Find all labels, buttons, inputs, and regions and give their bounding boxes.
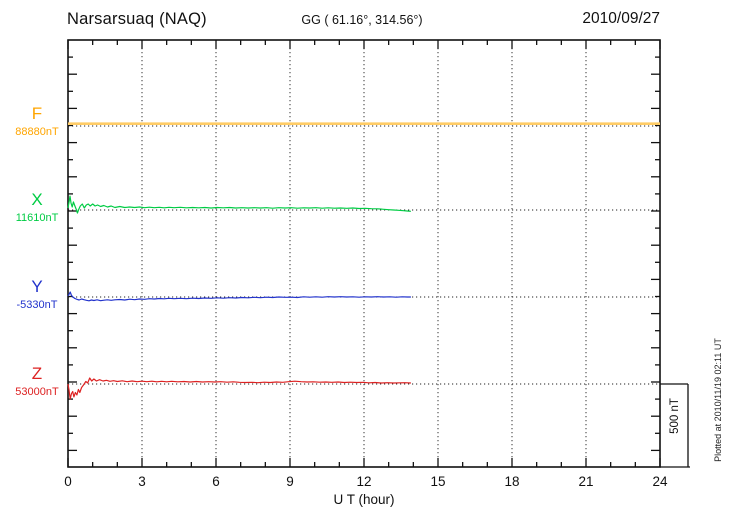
trace-x	[67, 195, 411, 214]
component-baseline-value: 53000nT	[15, 386, 59, 398]
x-axis-title: U T (hour)	[333, 492, 395, 507]
x-axis-tick-label: 6	[212, 474, 220, 489]
x-axis-tick-label: 3	[138, 474, 146, 489]
component-baseline-value: 11610nT	[15, 212, 59, 224]
component-letter: Y	[31, 277, 43, 296]
x-axis-tick-label: 21	[578, 474, 594, 489]
component-label-x: X 11610nT	[6, 191, 68, 225]
component-label-z: Z 53000nT	[6, 365, 68, 399]
component-letter: F	[31, 104, 43, 123]
x-axis-tick-label: 0	[64, 474, 72, 489]
station-title: Narsarsuaq (NAQ)	[67, 10, 207, 28]
x-axis-tick-label: 24	[652, 474, 668, 489]
component-letter: X	[31, 190, 43, 209]
trace-z	[67, 377, 411, 400]
component-baseline-value: 88880nT	[15, 126, 59, 138]
trace-y	[67, 291, 411, 302]
observatory-coordinates: GG ( 61.16°, 314.56°)	[301, 13, 423, 27]
component-label-f: F 88880nT	[6, 105, 68, 139]
x-axis-tick-label: 18	[504, 474, 520, 489]
component-baseline-value: -5330nT	[16, 299, 58, 311]
scale-bar-label: 500 nT	[669, 398, 681, 434]
component-letter: Z	[31, 364, 43, 383]
x-axis-tick-label: 9	[286, 474, 294, 489]
plot-date: 2010/09/27	[582, 10, 660, 27]
component-label-y: Y -5330nT	[6, 278, 68, 312]
plot-timestamp-note: Plotted at 2010/11/19 02:11 UT	[713, 338, 723, 462]
x-axis-tick-label: 12	[356, 474, 372, 489]
x-axis-tick-label: 15	[430, 474, 446, 489]
